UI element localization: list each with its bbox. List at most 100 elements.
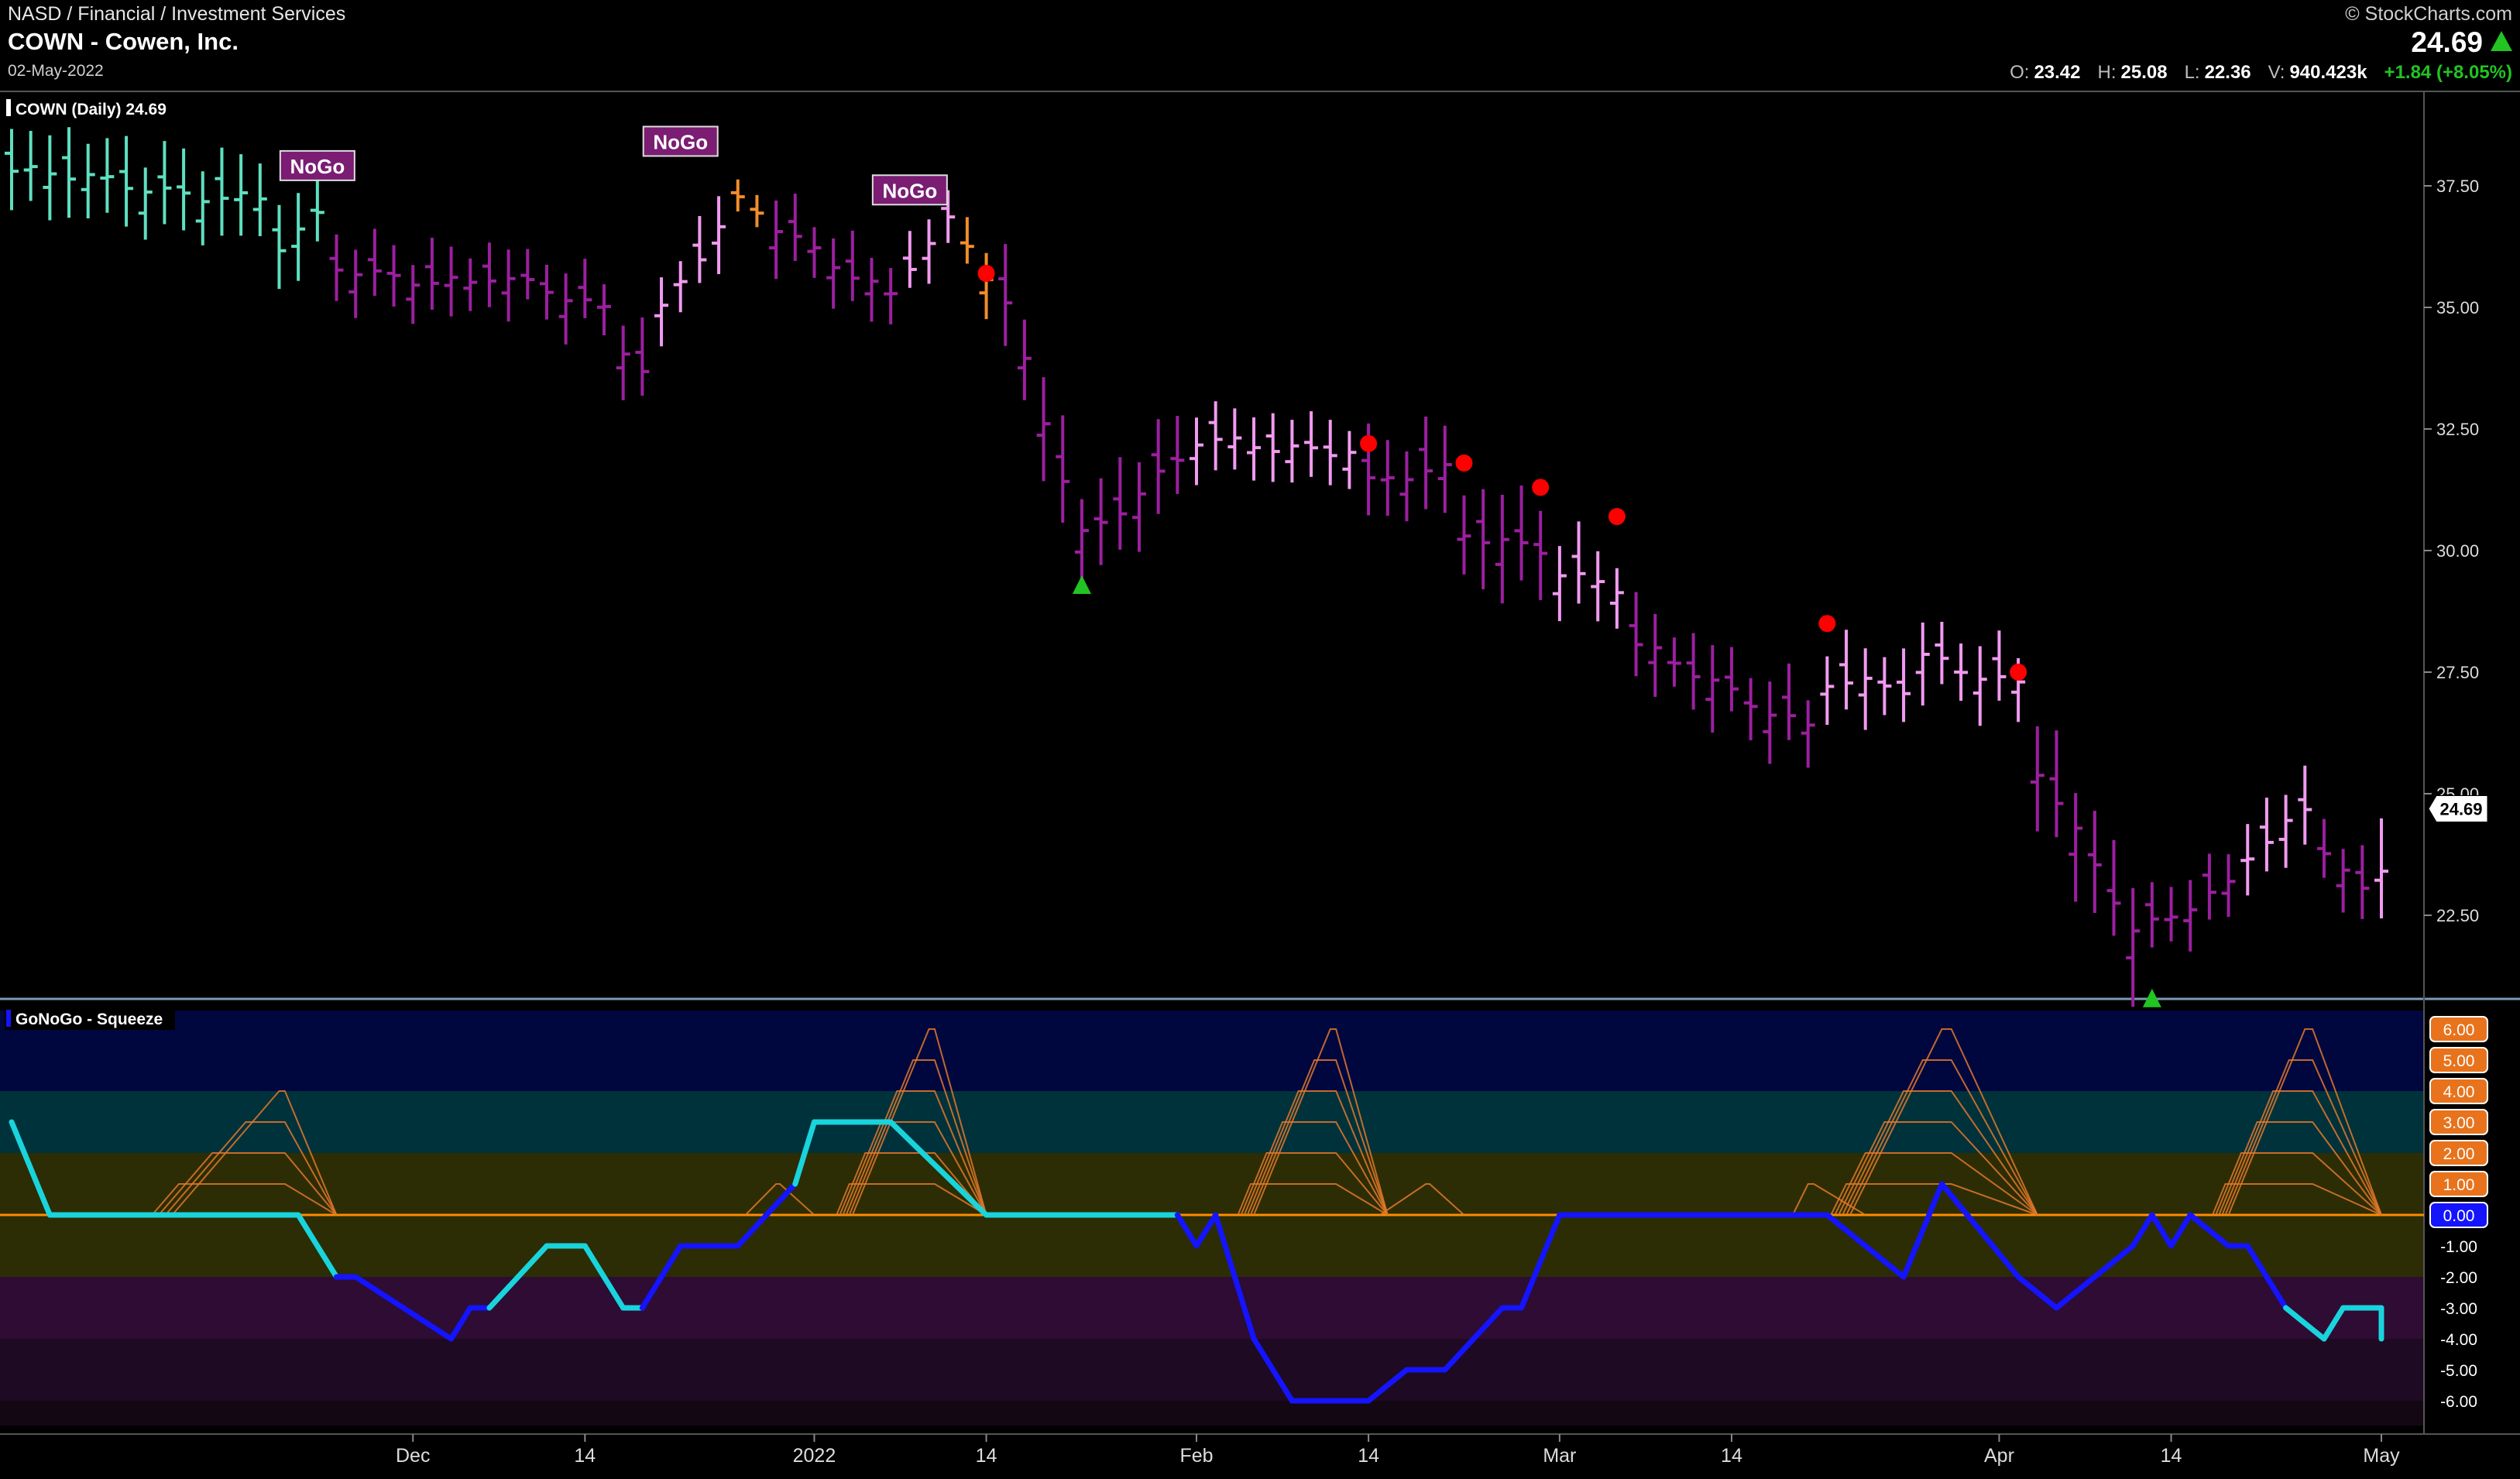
- price-tick-label-0: 37.50: [2436, 177, 2479, 196]
- price-bar: [616, 325, 630, 400]
- price-bar: [692, 215, 707, 283]
- price-bar: [712, 196, 726, 275]
- price-bar: [826, 238, 841, 309]
- price-bar: [769, 201, 784, 280]
- price-tick-label-1: 35.00: [2436, 298, 2479, 317]
- oscillator-tick-box-3: [2429, 1109, 2488, 1135]
- price-bar: [1495, 495, 1509, 604]
- price-bar: [367, 228, 382, 296]
- squeeze-line-segment: [295, 1212, 340, 1280]
- price-bar: [1113, 457, 1128, 550]
- price-bar: [578, 259, 592, 318]
- low-readout: L: 22.36: [2184, 62, 2251, 83]
- squeeze-fan-line: [1842, 1090, 2038, 1216]
- squeeze-fan-line: [839, 1152, 987, 1216]
- price-bar: [1858, 648, 1873, 730]
- price-bar: [635, 317, 650, 396]
- volume-readout: V: 940.423k: [2268, 62, 2367, 83]
- price-bar: [138, 167, 153, 240]
- price-bar: [2049, 730, 2064, 838]
- squeeze-fan-line: [1838, 1121, 2038, 1216]
- price-bar: [444, 246, 458, 317]
- price-bar: [1571, 521, 1586, 604]
- price-bar: [998, 244, 1013, 346]
- price-bar: [539, 264, 554, 320]
- nogo-label: NoGo: [642, 125, 719, 157]
- price-tick-label-2: 32.50: [2436, 420, 2479, 439]
- oscillator-zone-0: [0, 1011, 2424, 1091]
- change-readout: +1.84 (+8.05%): [2384, 62, 2512, 83]
- price-bar: [845, 230, 860, 301]
- squeeze-line-segment: [352, 1274, 455, 1342]
- squeeze-fan-line: [1246, 1090, 1389, 1216]
- oscillator-tick-label-3: 3.00: [2443, 1114, 2475, 1132]
- price-bar: [2106, 839, 2121, 936]
- price-bar: [730, 179, 745, 212]
- symbol-title: COWN - Cowen, Inc.: [8, 28, 239, 55]
- price-bar: [1342, 431, 1357, 489]
- price-bar: [1265, 413, 1280, 482]
- price-bar: [941, 190, 956, 243]
- price-bar: [1190, 417, 1203, 486]
- price-bar: [2355, 845, 2370, 919]
- price-bar: [81, 143, 95, 219]
- squeeze-fan-line: [2221, 1090, 2382, 1216]
- price-bar: [482, 242, 496, 307]
- squeeze-fan-line: [1845, 1059, 2038, 1216]
- oscillator-legend-box: [5, 1007, 175, 1030]
- ohlcv-readout: O: 23.42 H: 25.08 L: 22.36 V: 940.423k +1.84…: [2010, 62, 2512, 84]
- squeeze-line-segment: [1193, 1212, 1219, 1249]
- symbol-path: NASD / Financial / Investment Services: [8, 3, 346, 25]
- oscillator-tick-label-12: -6.00: [2440, 1393, 2477, 1411]
- price-bar: [673, 261, 688, 313]
- x-tick-label-1: 14: [574, 1445, 596, 1467]
- price-bar: [2336, 849, 2350, 913]
- squeeze-fan-line: [845, 1090, 987, 1216]
- last-price-tag: [2428, 794, 2488, 822]
- price-bar: [2259, 798, 2274, 872]
- price-bar: [291, 193, 306, 281]
- price-bar: [1380, 440, 1395, 516]
- price-bar: [234, 154, 249, 236]
- price-tick-label-3: 30.00: [2436, 541, 2479, 561]
- price-bar: [463, 258, 478, 311]
- x-tick-label-8: Apr: [1984, 1445, 2014, 1467]
- oscillator-tick-box-5: [2429, 1171, 2488, 1197]
- price-bar: [1093, 478, 1108, 565]
- oscillator-zone-6: [0, 1401, 2424, 1426]
- signal-dot: [1455, 454, 1473, 472]
- up-arrow-icon: [2142, 988, 2161, 1007]
- price-bar: [1915, 623, 1930, 706]
- price-bar: [1247, 417, 1262, 481]
- squeeze-fan-line: [2224, 1059, 2382, 1216]
- oscillator-tick-label-7: -1.00: [2440, 1238, 2477, 1256]
- price-bar: [119, 136, 134, 227]
- price-bar: [1954, 643, 1969, 702]
- price-bar: [2221, 854, 2236, 918]
- price-bar: [2374, 818, 2388, 918]
- high-readout: H: 25.08: [2097, 62, 2168, 83]
- last-price: 24.69: [2411, 26, 2483, 58]
- oscillator-tick-box-6: [2429, 1202, 2488, 1228]
- price-bar: [2298, 765, 2312, 845]
- price-bar: [1151, 419, 1166, 514]
- squeeze-line-segment: [2015, 1274, 2059, 1311]
- oscillator-tick-label-4: 2.00: [2443, 1145, 2475, 1163]
- price-bar: [2316, 818, 2331, 878]
- x-tick-label-0: Dec: [396, 1445, 430, 1467]
- price-bar: [597, 284, 611, 335]
- price-bar: [1437, 425, 1452, 513]
- nogo-label-text: NoGo: [290, 155, 345, 178]
- squeeze-fan-line: [1243, 1121, 1389, 1216]
- oscillator-legend-swatch: [6, 1010, 11, 1027]
- squeeze-fan-line: [2215, 1152, 2382, 1216]
- price-tick-label-4: 27.50: [2436, 663, 2479, 682]
- price-bar: [1972, 646, 1987, 726]
- x-tick-label-6: Mar: [1543, 1445, 1576, 1467]
- price-bar: [5, 129, 19, 211]
- price-bar: [1533, 510, 1548, 600]
- squeeze-fan: [1379, 1183, 1465, 1216]
- price-bar: [1877, 657, 1892, 715]
- oscillator-zone-2: [0, 1153, 2424, 1215]
- price-bar: [788, 194, 802, 261]
